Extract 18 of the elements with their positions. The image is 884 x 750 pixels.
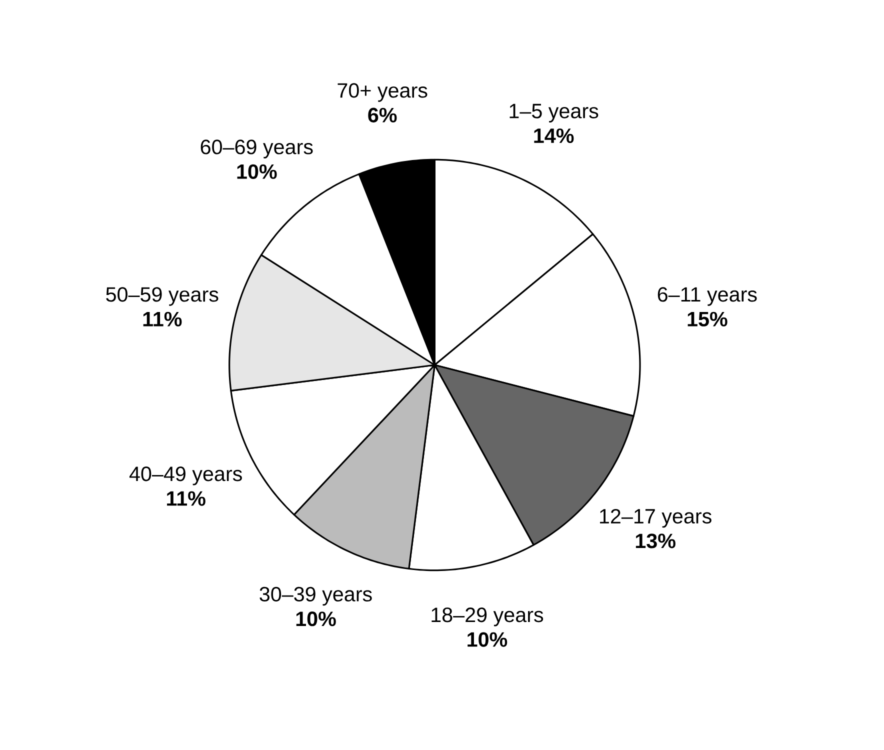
slice-label: 50–59 years [106,287,218,306]
data-label: 13% [636,534,676,548]
data-label: 10% [468,632,508,647]
data-label: 11% [167,491,206,506]
slice-label: 12–17 years [600,508,712,528]
slice-label: 18–29 years [432,608,544,626]
data-label: 14% [534,128,574,143]
slice-label: 6–11 years [658,287,757,306]
data-label: 10% [296,612,336,626]
data-label: 10% [237,164,277,179]
slice-label: 1–5 years [510,104,598,122]
data-label: 15% [688,312,728,326]
slice-label: 70+ years [338,83,428,102]
slice-label: 30–39 years [260,586,372,606]
slice-label: 40–49 years [129,466,242,486]
slice-label: 60–69 years [200,140,313,158]
data-label: 6% [368,108,397,122]
data-label: 11% [143,312,182,326]
